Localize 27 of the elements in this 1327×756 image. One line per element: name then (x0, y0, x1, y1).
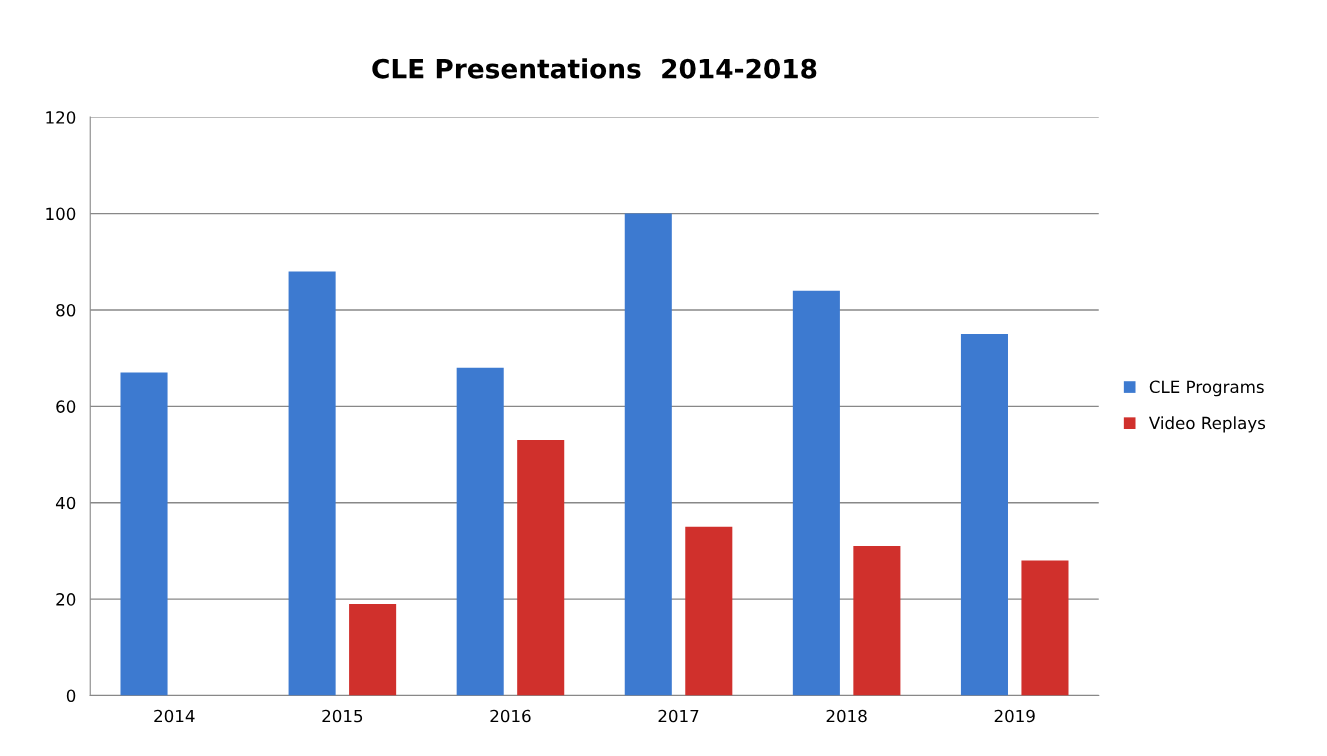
y-tick-label: 40 (55, 496, 76, 510)
bar (349, 603, 397, 696)
bar (120, 372, 168, 696)
x-tick-label: 2017 (658, 709, 699, 723)
bar (685, 526, 733, 696)
x-tick-label: 2018 (826, 709, 867, 723)
x-tick-label: 2016 (490, 709, 531, 723)
bar (853, 546, 901, 696)
x-tick-label: 2019 (994, 709, 1035, 723)
x-tick-label: 2014 (154, 709, 195, 723)
bar (517, 440, 565, 696)
legend-label: Video Replays (1148, 416, 1266, 433)
y-tick-label: 100 (46, 207, 76, 221)
bar (1021, 560, 1069, 696)
bar (288, 271, 336, 696)
bar (960, 334, 1008, 696)
y-tick-label: 80 (56, 303, 76, 317)
legend-label: CLE Programs (1149, 380, 1264, 397)
bar (792, 290, 840, 696)
x-tick-label: 2015 (322, 709, 363, 723)
y-tick-label: 20 (56, 593, 76, 606)
y-tick-label: 120 (46, 111, 76, 124)
bar (624, 213, 672, 696)
y-tick-label: 60 (56, 400, 76, 413)
bar (456, 367, 504, 696)
y-tick-label: 0 (66, 689, 76, 703)
chart-title: CLE Presentations 2014-2018 (372, 58, 817, 79)
